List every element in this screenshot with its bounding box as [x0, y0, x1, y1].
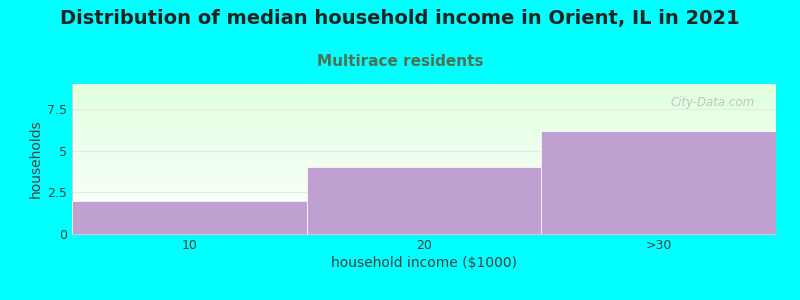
Bar: [306, 167, 542, 234]
Y-axis label: households: households: [29, 120, 43, 198]
Text: City-Data.com: City-Data.com: [670, 96, 755, 109]
Bar: [542, 131, 776, 234]
Text: Distribution of median household income in Orient, IL in 2021: Distribution of median household income …: [60, 9, 740, 28]
X-axis label: household income ($1000): household income ($1000): [331, 256, 517, 270]
Text: Multirace residents: Multirace residents: [317, 54, 483, 69]
Bar: [72, 201, 306, 234]
